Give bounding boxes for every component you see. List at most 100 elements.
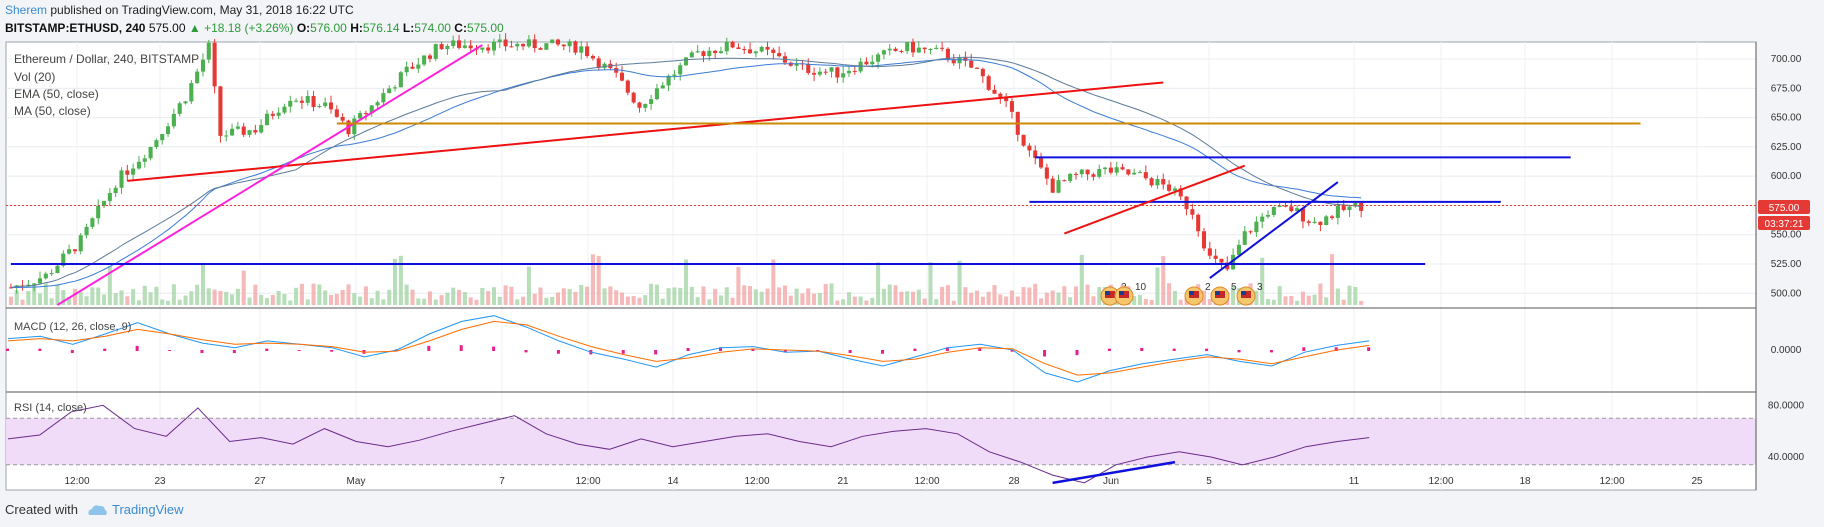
candle-body [1283,205,1288,207]
candle-body [1254,221,1259,233]
volume-bar [119,290,124,305]
volume-bar [555,292,561,305]
volume-bar [544,297,549,305]
candle-body [497,39,502,42]
volume-bar [899,291,904,305]
candle-body [55,265,60,273]
candle-body [1021,134,1026,146]
volume-bar [619,292,625,305]
author-link[interactable]: Sherem [5,3,48,17]
macd-histogram-bar [103,348,107,351]
candle-body [1009,101,1014,112]
candle-body [177,103,182,114]
flag-icon [1241,291,1246,295]
volume-bar [602,288,607,305]
macd-histogram-bar [654,350,658,355]
volume-bar [427,291,432,305]
volume-bar [1015,296,1020,305]
volume-bar [457,289,462,305]
candle-body [1126,169,1131,175]
time-tick-label: 27 [254,476,266,487]
volume-bar [288,300,293,305]
event-markers[interactable]: 210253 [1100,282,1263,306]
volume-bar [1073,286,1079,305]
volume-bar [61,290,66,305]
candle-body [1091,174,1096,177]
candle-body [212,42,217,87]
candle-body [893,48,898,51]
event-count: 5 [1231,282,1237,293]
candle-body [765,46,770,50]
volume-bar [724,287,729,305]
candle-body [328,102,334,110]
volume-bar [736,266,741,305]
candle-body [1300,208,1305,222]
volume-bar [1172,290,1177,305]
candle-body [521,43,526,47]
time-tick-label: 12:00 [575,476,600,487]
price-tick-label: 625.00 [1771,142,1802,153]
candle-body [230,128,235,136]
candle-body [986,76,991,90]
candle-body [363,113,368,115]
volume-bar [922,298,927,305]
volume-bar [794,288,799,305]
candle-body [1236,244,1241,255]
candle-body [1306,221,1311,223]
macd-histogram-bar [1205,348,1209,351]
macd-histogram-bar [38,348,42,351]
candle-body [200,59,206,72]
candle-body [1004,96,1009,102]
volume-bar [905,291,910,305]
volume-bar [596,256,601,305]
volume-bar [1312,294,1317,305]
candle-body [142,158,147,162]
candle-body [555,39,561,45]
volume-bar [264,298,270,305]
candle-body [1213,255,1218,259]
volume-bar [759,291,764,305]
candle-body [1196,214,1201,232]
tradingview-link[interactable]: TradingView [86,502,184,517]
axes: 500.00 525.00 550.00 575.00 600.00 625.00 650.… [6,42,1805,490]
candle-body [136,161,141,169]
volume-bar [672,287,677,305]
time-tick-label: 5 [1206,476,1212,487]
rsi-band [6,418,1756,465]
volume-bar [992,285,997,305]
legend-vol: Vol (20) [14,70,55,84]
candle-body [1085,169,1090,175]
candle-body [730,41,735,48]
volume-bar [224,291,229,305]
volume-bar [84,296,89,305]
volume-bar [945,285,950,305]
volume-bar [26,290,31,305]
candle-body [509,46,514,48]
macd-histogram-bar [1237,350,1241,353]
candle-body [67,249,72,254]
volume-bar [67,296,72,305]
volume-bar [235,288,240,305]
volume-bar [410,289,415,305]
candle-body [125,170,130,175]
candle-body [573,41,578,53]
volume-bar [37,293,43,305]
candle-body [96,205,101,219]
volume-bar [445,292,450,305]
macd-histogram-bar [978,347,982,351]
candle-body [1027,145,1032,151]
candle-body [1062,180,1067,182]
volume-bar [666,288,671,305]
candle-body [160,134,165,141]
candle-body [1260,216,1265,222]
candle-body [1277,205,1282,208]
candle-body [1073,173,1079,175]
volume-bar [171,284,176,305]
trendlines [6,44,1756,306]
macd-histogram-bar [1140,347,1144,351]
volume-bar [1009,290,1014,305]
candle-body [870,61,875,65]
volume-bar [160,299,165,305]
candle-body [579,46,584,53]
